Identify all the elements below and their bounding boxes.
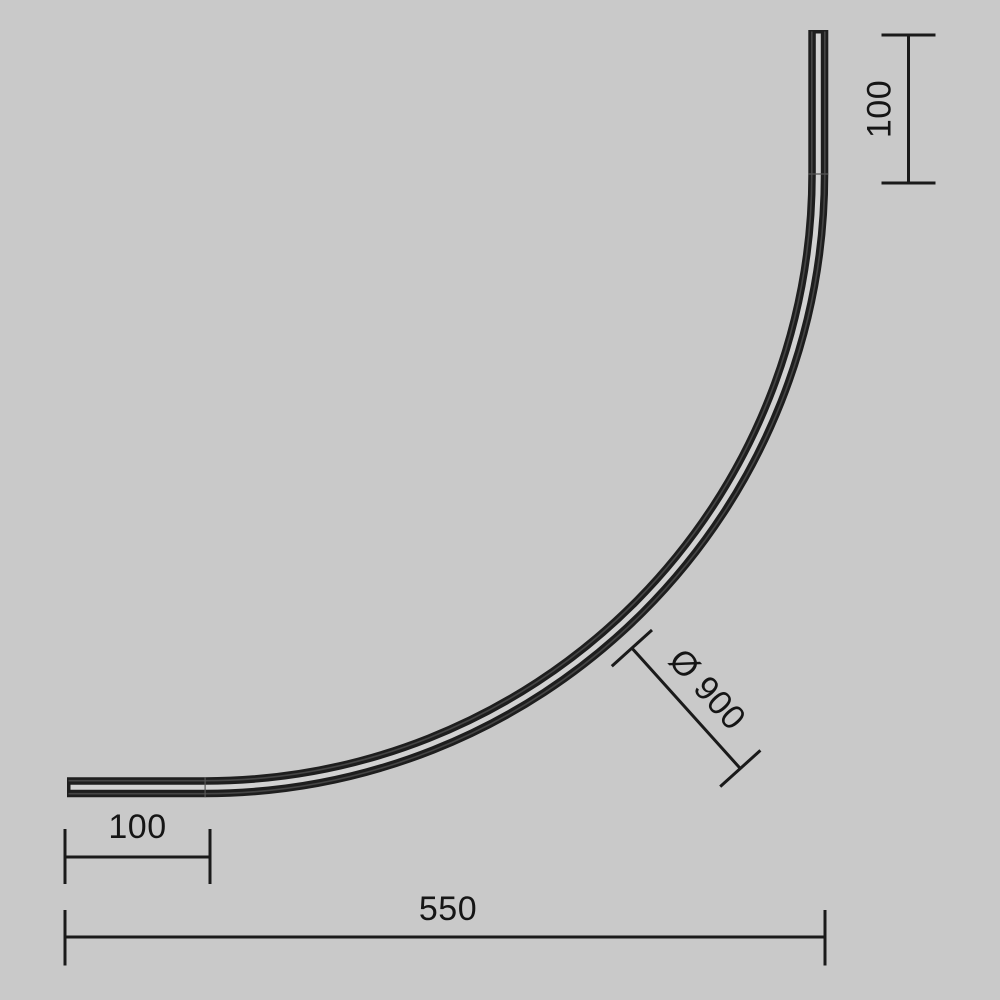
- track-center-slot: [70, 33, 821, 790]
- dimension-straight-end-left: 100: [63, 808, 212, 884]
- dimension-end-cap: [610, 628, 654, 668]
- dimension-overall-width: 550: [63, 890, 827, 966]
- dimension-label-100-vertical: 100: [861, 80, 899, 138]
- dimension-end-cap: [719, 749, 762, 788]
- track-inner-rail-core-line: [68, 31, 813, 782]
- dimension-label-550: 550: [419, 890, 477, 928]
- dimension-line: [630, 647, 742, 770]
- dimension-label-100-horizontal: 100: [108, 808, 166, 846]
- dimension-straight-end-top: 100: [861, 33, 936, 185]
- track-outer-rail-core-line: [68, 31, 826, 795]
- curved-track: [67, 30, 829, 798]
- dimension-label-diameter: Ø 900: [661, 642, 753, 738]
- dimension-arc-diameter: Ø 900: [610, 628, 762, 788]
